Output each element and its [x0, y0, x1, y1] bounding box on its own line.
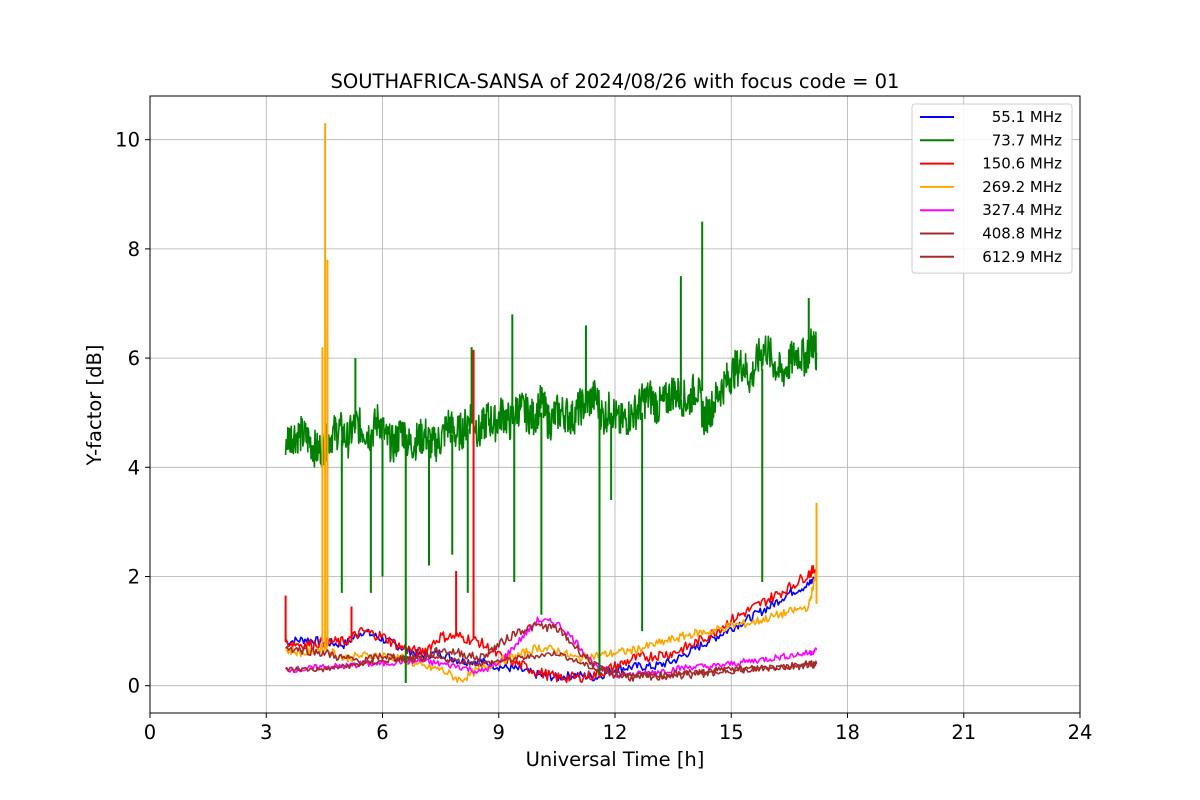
y-axis-label: Y-factor [dB]	[83, 345, 106, 467]
x-tick-label: 21	[951, 721, 976, 744]
legend-label: 327.4 MHz	[982, 201, 1062, 219]
y-tick-label: 6	[128, 347, 140, 370]
series-line	[285, 573, 818, 682]
series-line	[284, 328, 818, 468]
y-tick-label: 0	[128, 675, 140, 698]
x-tick-label: 0	[144, 721, 156, 744]
legend: 55.1 MHz 73.7 MHz 150.6 MHz 269.2 MHz 327.4 …	[911, 103, 1073, 274]
x-tick-label: 3	[260, 721, 272, 744]
x-tick-label: 6	[376, 721, 388, 744]
y-tick-label: 8	[128, 238, 140, 261]
legend-label: 73.7 MHz	[992, 131, 1062, 149]
series-line	[284, 621, 818, 682]
x-tick-label: 12	[603, 721, 628, 744]
x-tick-label: 24	[1068, 721, 1093, 744]
series-line	[285, 570, 818, 683]
x-axis-label: Universal Time [h]	[526, 748, 705, 771]
legend-label: 408.8 MHz	[982, 225, 1062, 243]
legend-label: 269.2 MHz	[982, 178, 1062, 196]
x-ticks: 0 3 6 9 12 15 18 21 24	[144, 713, 1093, 744]
legend-label: 150.6 MHz	[982, 155, 1062, 173]
series-line	[284, 565, 818, 684]
chart-title: SOUTHAFRICA-SANSA of 2024/08/26 with foc…	[331, 70, 900, 93]
series-line	[285, 616, 818, 679]
legend-box	[911, 103, 1073, 274]
y-tick-label: 2	[128, 565, 140, 588]
x-tick-label: 18	[835, 721, 860, 744]
x-tick-label: 15	[719, 721, 744, 744]
y-tick-label: 4	[128, 456, 140, 479]
y-tick-label: 10	[115, 129, 140, 152]
x-tick-label: 9	[493, 721, 505, 744]
plot-lines	[284, 123, 818, 684]
y-ticks: 0 2 4 6 8 10	[115, 129, 150, 698]
legend-label: 55.1 MHz	[992, 108, 1062, 126]
legend-label: 612.9 MHz	[982, 248, 1062, 266]
